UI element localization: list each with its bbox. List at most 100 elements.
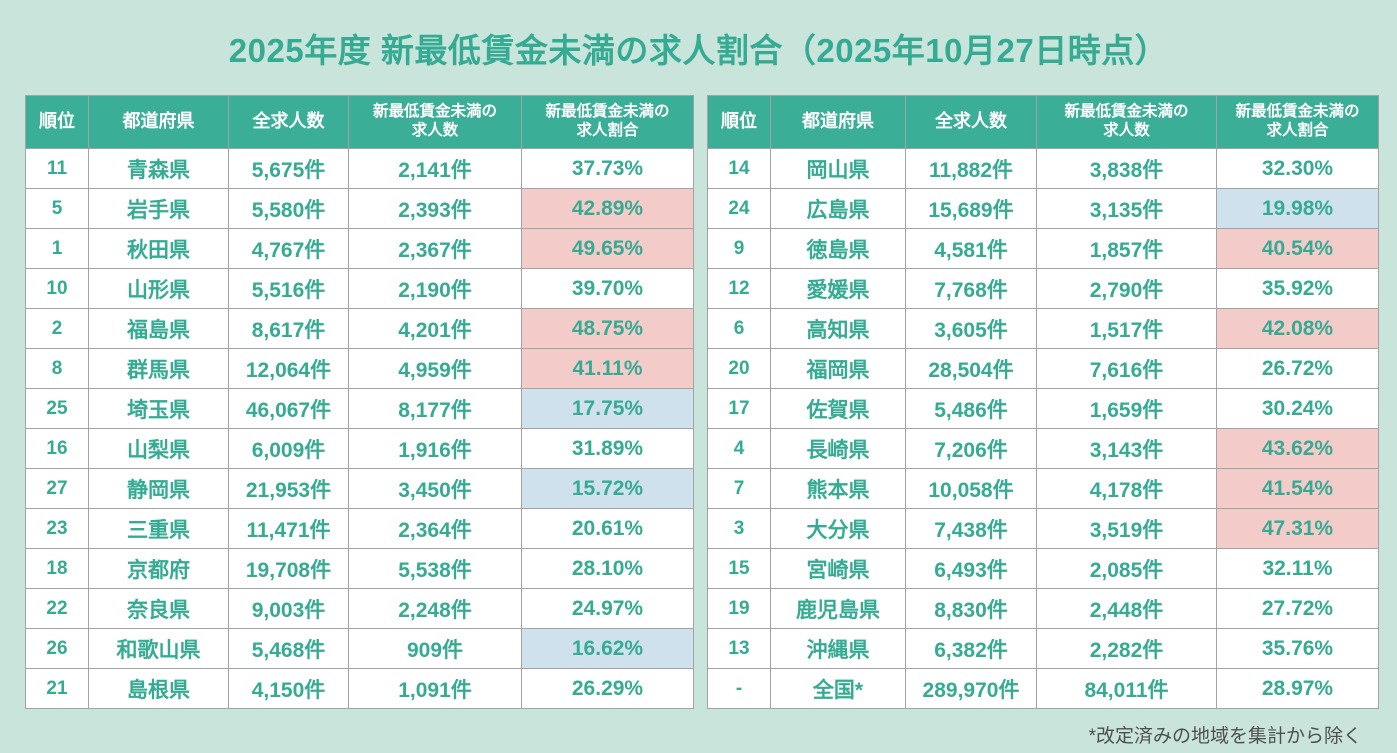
table-row: 9 徳島県 4,581件 1,857件 40.54% <box>707 228 1379 269</box>
below-min-jobs-cell: 2,141件 <box>348 148 522 189</box>
column-header-below-min-jobs: 新最低賃金未満の 求人数 <box>1036 95 1217 149</box>
rank-cell: 7 <box>707 468 771 509</box>
prefecture-cell: 佐賀県 <box>770 388 906 429</box>
table-row: 6 高知県 3,605件 1,517件 42.08% <box>707 308 1379 349</box>
below-min-jobs-cell: 5,538件 <box>348 548 522 589</box>
rank-cell: 20 <box>707 348 771 389</box>
column-header-total-jobs: 全求人数 <box>228 95 349 149</box>
table-row: 15 宮崎県 6,493件 2,085件 32.11% <box>707 548 1379 589</box>
table-row: 5 岩手県 5,580件 2,393件 42.89% <box>25 188 694 229</box>
prefecture-cell: 愛媛県 <box>770 268 906 309</box>
below-min-jobs-cell: 3,450件 <box>348 468 522 509</box>
prefecture-cell: 全国* <box>770 668 906 709</box>
below-min-jobs-cell: 2,448件 <box>1036 588 1217 629</box>
rank-cell: 1 <box>25 228 89 269</box>
below-min-jobs-cell: 2,790件 <box>1036 268 1217 309</box>
column-header-prefecture: 都道府県 <box>770 95 906 149</box>
below-min-jobs-cell: 3,838件 <box>1036 148 1217 189</box>
table-row: 12 愛媛県 7,768件 2,790件 35.92% <box>707 268 1379 309</box>
prefecture-cell: 山形県 <box>88 268 229 309</box>
below-min-jobs-cell: 8,177件 <box>348 388 522 429</box>
table-row: 16 山梨県 6,009件 1,916件 31.89% <box>25 428 694 469</box>
below-min-ratio-cell: 28.10% <box>521 548 694 589</box>
total-jobs-cell: 21,953件 <box>228 468 349 509</box>
total-jobs-cell: 15,689件 <box>905 188 1037 229</box>
below-min-ratio-cell: 26.29% <box>521 668 694 709</box>
table-row: 4 長崎県 7,206件 3,143件 43.62% <box>707 428 1379 469</box>
prefecture-table-left: 順位 都道府県 全求人数 新最低賃金未満の 求人数 新最低賃金未満の 求人割合 … <box>25 95 694 709</box>
below-min-jobs-cell: 1,091件 <box>348 668 522 709</box>
table-row: 22 奈良県 9,003件 2,248件 24.97% <box>25 588 694 629</box>
rank-cell: 11 <box>25 148 89 189</box>
rank-cell: 17 <box>707 388 771 429</box>
below-min-jobs-cell: 4,201件 <box>348 308 522 349</box>
below-min-ratio-cell: 47.31% <box>1216 508 1379 549</box>
table-row: 26 和歌山県 5,468件 909件 16.62% <box>25 628 694 669</box>
rank-cell: 6 <box>707 308 771 349</box>
below-min-jobs-cell: 909件 <box>348 628 522 669</box>
rank-cell: 16 <box>25 428 89 469</box>
table-row: 2 福島県 8,617件 4,201件 48.75% <box>25 308 694 349</box>
below-min-ratio-cell: 15.72% <box>521 468 694 509</box>
total-jobs-cell: 6,382件 <box>905 628 1037 669</box>
below-min-jobs-cell: 7,616件 <box>1036 348 1217 389</box>
total-jobs-cell: 4,150件 <box>228 668 349 709</box>
below-min-jobs-cell: 84,011件 <box>1036 668 1217 709</box>
column-header-rank: 順位 <box>25 95 89 149</box>
total-jobs-cell: 8,617件 <box>228 308 349 349</box>
column-header-total-jobs: 全求人数 <box>905 95 1037 149</box>
below-min-jobs-cell: 1,857件 <box>1036 228 1217 269</box>
rank-cell: 19 <box>707 588 771 629</box>
total-jobs-cell: 5,580件 <box>228 188 349 229</box>
below-min-ratio-cell: 31.89% <box>521 428 694 469</box>
below-min-ratio-cell: 37.73% <box>521 148 694 189</box>
rank-cell: 9 <box>707 228 771 269</box>
below-min-jobs-cell: 3,143件 <box>1036 428 1217 469</box>
below-min-ratio-cell: 24.97% <box>521 588 694 629</box>
below-min-ratio-cell: 49.65% <box>521 228 694 269</box>
prefecture-cell: 長崎県 <box>770 428 906 469</box>
rank-cell: 3 <box>707 508 771 549</box>
rank-cell: 25 <box>25 388 89 429</box>
column-header-below-min-ratio: 新最低賃金未満の 求人割合 <box>1216 95 1379 149</box>
prefecture-cell: 岩手県 <box>88 188 229 229</box>
below-min-jobs-cell: 3,519件 <box>1036 508 1217 549</box>
below-min-jobs-cell: 2,364件 <box>348 508 522 549</box>
total-jobs-cell: 4,767件 <box>228 228 349 269</box>
below-min-ratio-cell: 27.72% <box>1216 588 1379 629</box>
below-min-ratio-cell: 17.75% <box>521 388 694 429</box>
rank-cell: 18 <box>25 548 89 589</box>
table-row: 11 青森県 5,675件 2,141件 37.73% <box>25 148 694 189</box>
table-row: 3 大分県 7,438件 3,519件 47.31% <box>707 508 1379 549</box>
prefecture-cell: 島根県 <box>88 668 229 709</box>
total-jobs-cell: 11,882件 <box>905 148 1037 189</box>
header-row: 順位 都道府県 全求人数 新最低賃金未満の 求人数 新最低賃金未満の 求人割合 <box>707 95 1379 149</box>
below-min-ratio-cell: 40.54% <box>1216 228 1379 269</box>
total-jobs-cell: 7,438件 <box>905 508 1037 549</box>
below-min-ratio-cell: 19.98% <box>1216 188 1379 229</box>
table-row: 23 三重県 11,471件 2,364件 20.61% <box>25 508 694 549</box>
below-min-jobs-cell: 2,393件 <box>348 188 522 229</box>
below-min-ratio-cell: 30.24% <box>1216 388 1379 429</box>
total-jobs-cell: 289,970件 <box>905 668 1037 709</box>
total-jobs-cell: 5,516件 <box>228 268 349 309</box>
total-jobs-cell: 8,830件 <box>905 588 1037 629</box>
prefecture-cell: 三重県 <box>88 508 229 549</box>
total-jobs-cell: 6,493件 <box>905 548 1037 589</box>
prefecture-cell: 奈良県 <box>88 588 229 629</box>
rank-cell: 12 <box>707 268 771 309</box>
prefecture-cell: 群馬県 <box>88 348 229 389</box>
below-min-jobs-cell: 2,085件 <box>1036 548 1217 589</box>
table-row: 13 沖縄県 6,382件 2,282件 35.76% <box>707 628 1379 669</box>
prefecture-cell: 高知県 <box>770 308 906 349</box>
table-row: 14 岡山県 11,882件 3,838件 32.30% <box>707 148 1379 189</box>
total-jobs-cell: 11,471件 <box>228 508 349 549</box>
below-min-jobs-cell: 4,959件 <box>348 348 522 389</box>
rank-cell: - <box>707 668 771 709</box>
table-row: - 全国* 289,970件 84,011件 28.97% <box>707 668 1379 709</box>
below-min-ratio-cell: 35.92% <box>1216 268 1379 309</box>
table-row: 8 群馬県 12,064件 4,959件 41.11% <box>25 348 694 389</box>
table-row: 19 鹿児島県 8,830件 2,448件 27.72% <box>707 588 1379 629</box>
prefecture-cell: 京都府 <box>88 548 229 589</box>
table-row: 21 島根県 4,150件 1,091件 26.29% <box>25 668 694 709</box>
